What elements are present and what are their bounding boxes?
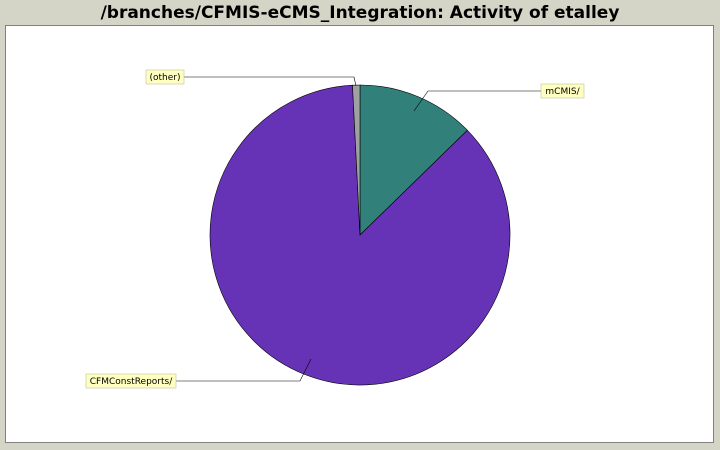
label-box-mcmis — [540, 83, 585, 99]
slice-label-other: (other) — [150, 73, 181, 83]
slice-label-cfmconstreports: CFMConstReports/ — [90, 377, 173, 387]
label-box-other — [145, 69, 185, 85]
leader-line-mcmis — [413, 90, 541, 112]
pie-slice-mcmis — [359, 84, 468, 236]
pie-slice-cfmconstreports — [209, 84, 511, 386]
leader-line-other — [184, 76, 357, 87]
leader-line-cfmconstreports — [176, 358, 312, 382]
chart-title: /branches/CFMIS-eCMS_Integration: Activi… — [100, 3, 620, 23]
slice-label-mcmis: mCMIS/ — [545, 87, 580, 97]
label-box-cfmconstreports — [85, 373, 177, 389]
pie-slice-other — [352, 84, 361, 236]
